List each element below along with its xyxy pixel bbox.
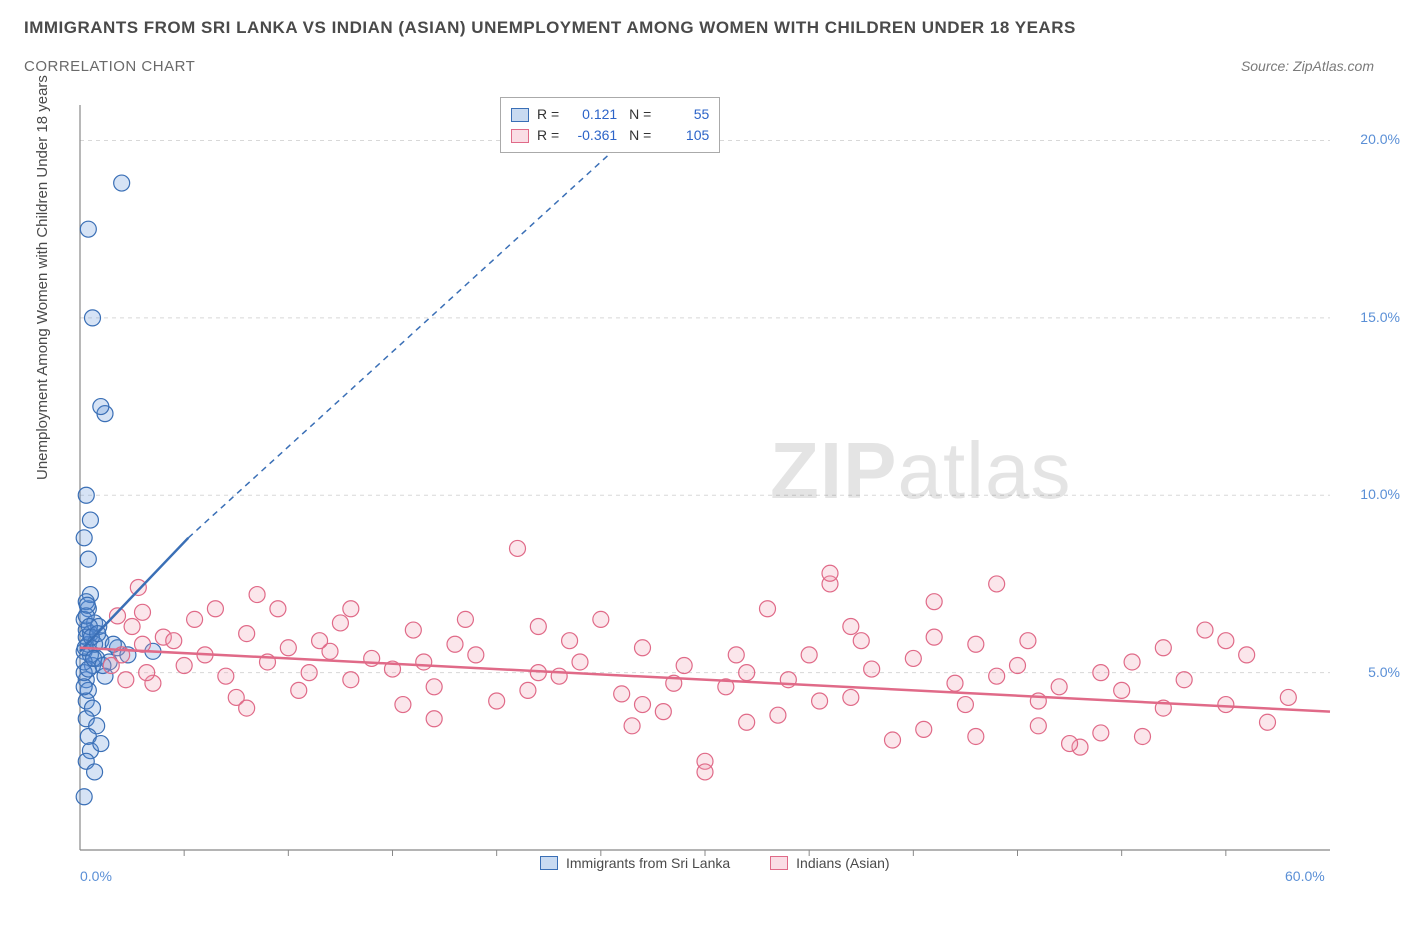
n-value-1: 105 <box>659 125 709 146</box>
r-value-0: 0.121 <box>567 104 617 125</box>
y-tick-label: 5.0% <box>1340 664 1400 680</box>
n-label-1: N = <box>625 125 651 146</box>
legend-swatch-1 <box>770 856 788 870</box>
y-tick-label: 10.0% <box>1340 486 1400 502</box>
legend-label-0: Immigrants from Sri Lanka <box>566 855 730 871</box>
bottom-legend: Immigrants from Sri Lanka Indians (Asian… <box>540 855 890 871</box>
r-label-1: R = <box>537 125 559 146</box>
stats-row-series-0: R = 0.121 N = 55 <box>511 104 709 125</box>
y-tick-label: 15.0% <box>1340 309 1400 325</box>
n-value-0: 55 <box>659 104 709 125</box>
stats-row-series-1: R = -0.361 N = 105 <box>511 125 709 146</box>
x-tick-label: 0.0% <box>80 868 112 884</box>
r-label-0: R = <box>537 104 559 125</box>
y-axis-label: Unemployment Among Women with Children U… <box>34 75 51 480</box>
correlation-stats-box: R = 0.121 N = 55 R = -0.361 N = 105 <box>500 97 720 153</box>
chart-subtitle: CORRELATION CHART <box>24 58 195 75</box>
legend-item-1: Indians (Asian) <box>770 855 889 871</box>
r-value-1: -0.361 <box>567 125 617 146</box>
chart-title: IMMIGRANTS FROM SRI LANKA VS INDIAN (ASI… <box>24 18 1076 38</box>
y-tick-label: 20.0% <box>1340 131 1400 147</box>
legend-item-0: Immigrants from Sri Lanka <box>540 855 730 871</box>
swatch-series-1 <box>511 129 529 143</box>
legend-swatch-0 <box>540 856 558 870</box>
swatch-series-0 <box>511 108 529 122</box>
scatter-plot <box>70 95 1370 875</box>
chart-area: ZIPatlas R = 0.121 N = 55 R = -0.361 N =… <box>70 95 1370 875</box>
legend-label-1: Indians (Asian) <box>796 855 889 871</box>
x-tick-label: 60.0% <box>1285 868 1325 884</box>
source-attribution: Source: ZipAtlas.com <box>1241 58 1374 74</box>
n-label-0: N = <box>625 104 651 125</box>
